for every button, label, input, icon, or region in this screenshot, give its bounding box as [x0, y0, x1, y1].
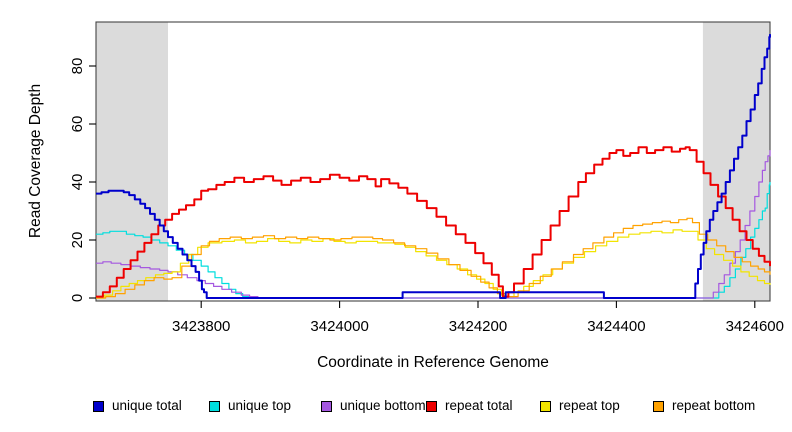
x-tick-label: 3423800 [172, 318, 230, 335]
series-repeat-top-line [96, 229, 771, 299]
legend-label: repeat total [445, 398, 513, 413]
legend-swatch-repeat-bottom [653, 400, 664, 412]
legend-label: repeat bottom [672, 398, 756, 413]
legend-swatch-unique-top [209, 400, 220, 412]
legend-label: unique top [228, 398, 292, 413]
y-tick-label: 20 [69, 232, 86, 249]
legend-label: repeat top [559, 398, 620, 413]
series-repeat-bottom-line [96, 217, 771, 299]
y-tick-label: 0 [69, 294, 86, 302]
series-unique-total-line [96, 34, 771, 299]
legend-swatch-repeat-top [540, 400, 551, 412]
legend: unique total unique top unique bottom repea… [0, 398, 792, 418]
series-unique-top-line [96, 182, 771, 299]
legend-item-unique-top: unique top [209, 398, 291, 414]
legend-swatch-unique-bottom [321, 400, 332, 412]
x-tick-label: 3424400 [587, 318, 645, 335]
legend-item-unique-total: unique total [93, 398, 182, 414]
legend-item-repeat-top: repeat top [540, 398, 620, 414]
right-flank-shaded-region [702, 22, 770, 301]
y-tick-label: 40 [69, 174, 86, 191]
x-tick-label: 3424200 [449, 318, 507, 335]
plot-border [95, 21, 771, 302]
series-repeat-total-line [96, 146, 771, 298]
series-unique-bottom-line [96, 150, 771, 299]
x-tick-label: 3424000 [310, 318, 368, 335]
y-axis-title: Read Coverage Depth [27, 83, 44, 239]
legend-swatch-unique-total [93, 400, 104, 412]
left-flank-shaded-region [96, 22, 168, 301]
legend-item-repeat-bottom: repeat bottom [653, 398, 755, 414]
legend-label: unique total [112, 398, 182, 413]
legend-item-repeat-total: repeat total [426, 398, 513, 414]
x-tick-label: 3424600 [726, 318, 784, 335]
legend-swatch-repeat-total [426, 400, 437, 412]
x-axis-title: Coordinate in Reference Genome [317, 354, 549, 371]
legend-item-unique-bottom: unique bottom [321, 398, 426, 414]
y-tick-label: 60 [69, 116, 86, 133]
legend-label: unique bottom [340, 398, 426, 413]
y-tick-label: 80 [69, 58, 86, 75]
